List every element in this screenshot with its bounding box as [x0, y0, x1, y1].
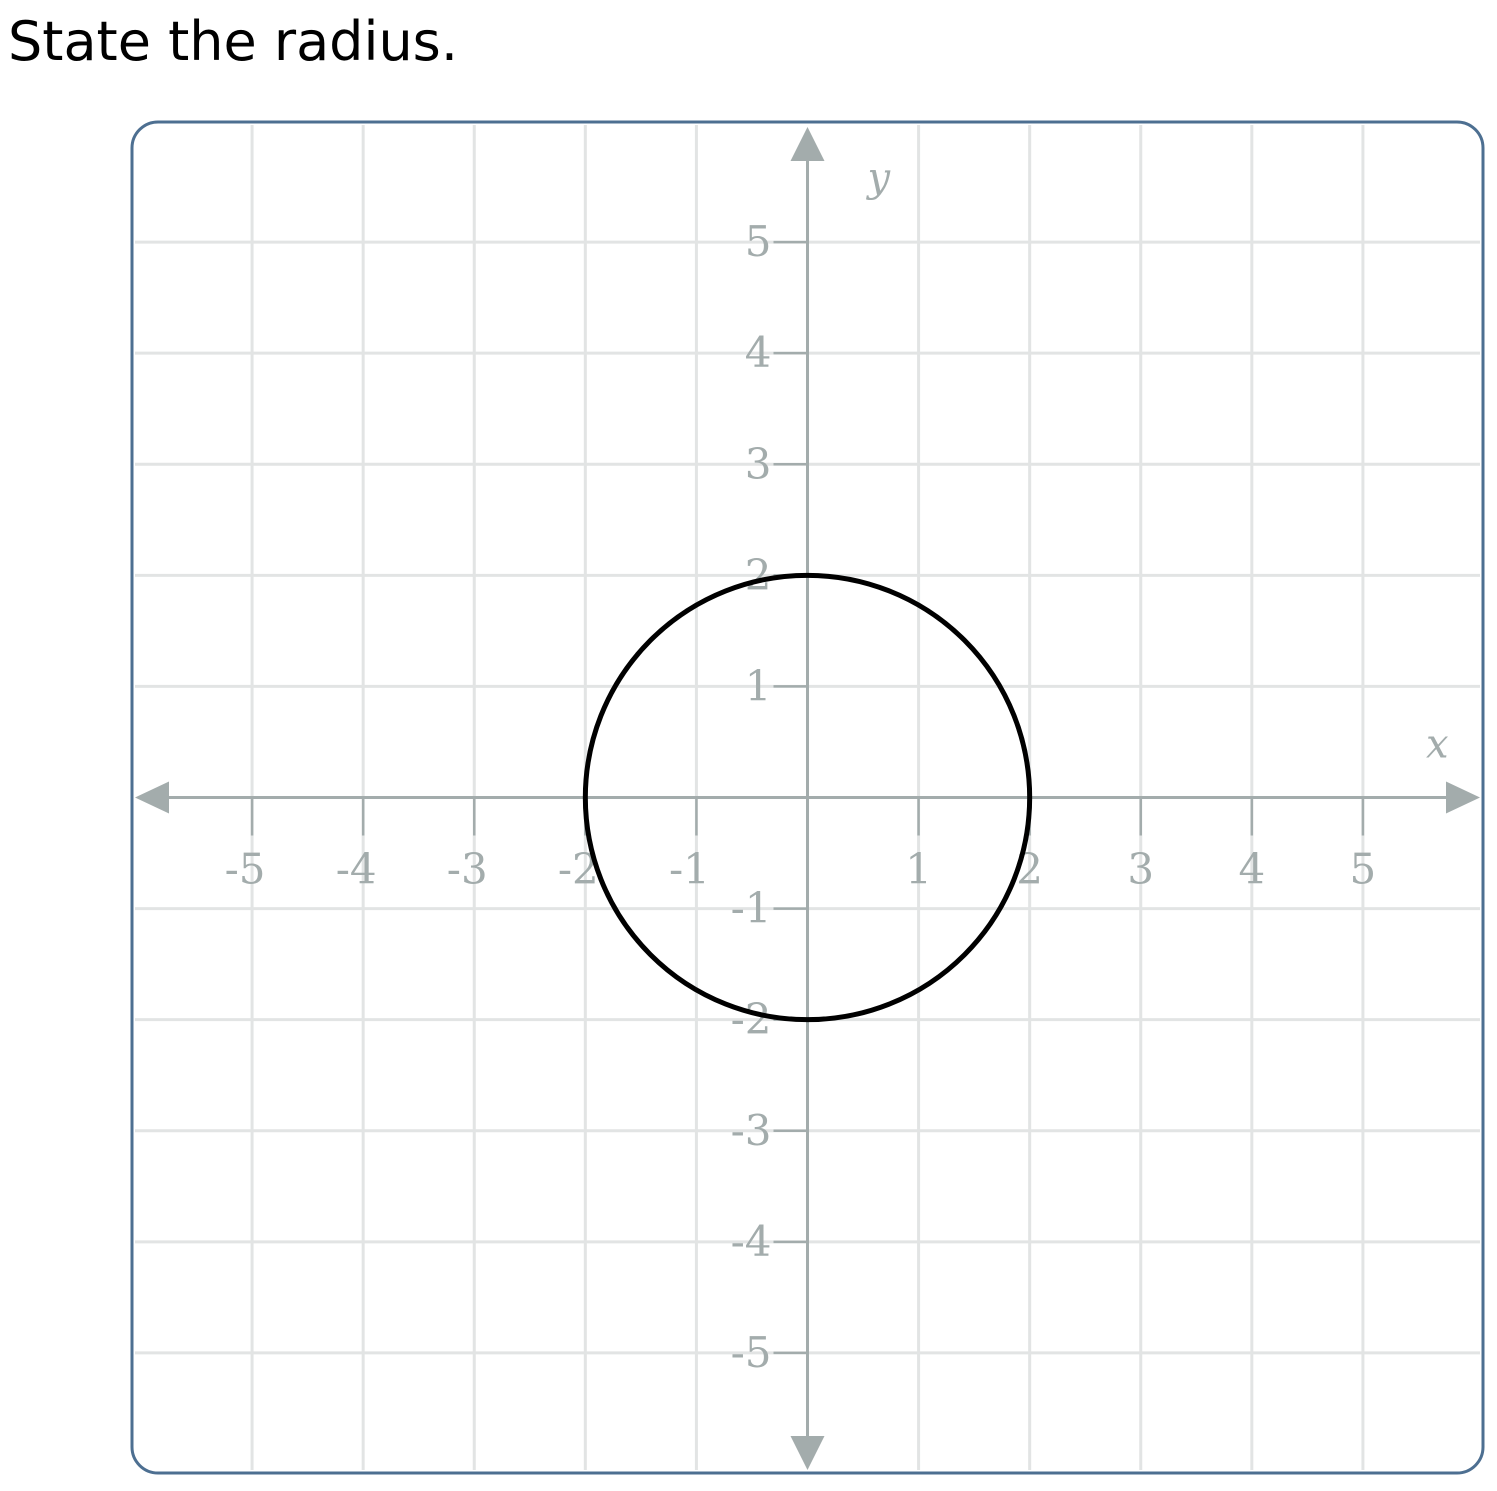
- y-tick-label: -4: [731, 1217, 772, 1266]
- x-tick-label: -4: [336, 845, 377, 894]
- x-axis-label: x: [1426, 722, 1449, 768]
- y-tick-label: -3: [731, 1106, 772, 1155]
- y-axis-arrow-top: [790, 127, 825, 161]
- y-tick-label: 5: [745, 217, 772, 266]
- x-axis-arrow-right: [1446, 781, 1480, 814]
- x-tick-label: -3: [447, 845, 488, 894]
- plotted-curves: [582, 572, 1033, 1023]
- y-tick-label: -5: [731, 1328, 772, 1377]
- coordinate-graph: -5 -4 -3 -2 -1 1 2 3 4 5 5 4 3 2 1 -1 -2 -3 -4 -5 x y: [129, 119, 1486, 1476]
- x-tick-label: -5: [225, 845, 266, 894]
- x-tick-label: -1: [669, 845, 710, 894]
- x-tick-label: 3: [1127, 845, 1154, 894]
- x-tick-label: 1: [905, 845, 932, 894]
- x-tick-label: 4: [1238, 845, 1265, 894]
- circle-curve: [582, 572, 1033, 1023]
- y-tick-label: 2: [745, 550, 772, 599]
- y-axis-label: y: [866, 155, 892, 201]
- question-text: State the radius.: [8, 10, 458, 73]
- y-axis-arrow-bottom: [790, 1436, 825, 1470]
- y-tick-label: 1: [745, 661, 772, 710]
- y-tick-label: 4: [745, 328, 772, 377]
- axes: [135, 127, 1480, 1470]
- x-axis-arrow-left: [135, 781, 169, 814]
- y-tick-label: -1: [731, 884, 772, 933]
- y-tick-label: 3: [745, 439, 772, 488]
- x-tick-label: 5: [1350, 845, 1377, 894]
- y-tick-label: -2: [731, 995, 772, 1044]
